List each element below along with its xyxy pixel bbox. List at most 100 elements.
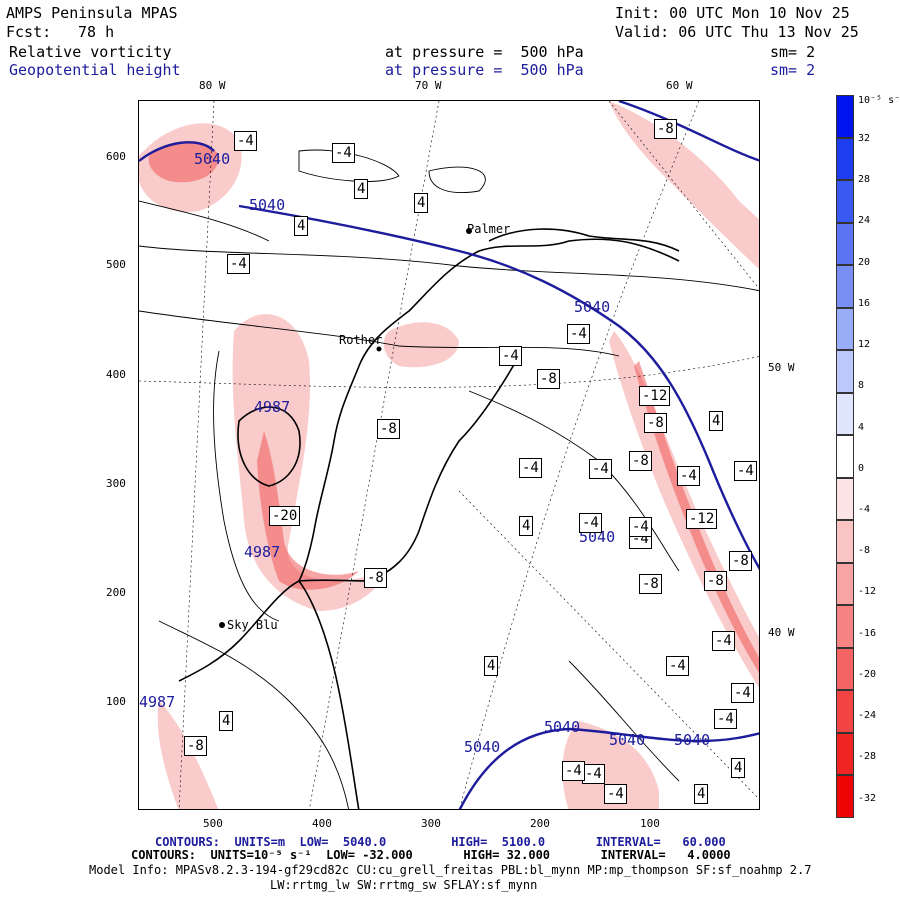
footer-physics-info: LW:rrtmg_lw SW:rrtmg_sw SFLAY:sf_mynn <box>270 878 538 892</box>
height-contours <box>139 101 759 809</box>
field1-smoothing: sm= 2 <box>770 43 816 61</box>
vorticity-label: -4 <box>712 631 735 651</box>
y-tick-100: 100 <box>106 695 126 708</box>
colorbar-cell <box>836 647 854 690</box>
colorbar-tick: 8 <box>858 380 865 392</box>
vorticity-label: -4 <box>579 513 602 533</box>
y-tick-500: 500 <box>106 258 126 271</box>
colorbar-cell <box>836 222 854 265</box>
ellsworth-coastline <box>298 580 360 809</box>
footer-vorticity-contours: CONTOURS: UNITS=10⁻⁵ s⁻¹ LOW= -32.000 HI… <box>131 848 731 862</box>
y-tick-200: 200 <box>106 586 126 599</box>
height-label: 5040 <box>464 738 501 756</box>
station-sky-blu: Sky Blu <box>227 618 278 632</box>
vorticity-label: -4 <box>629 517 652 537</box>
vorticity-label: -4 <box>562 761 585 781</box>
vorticity-label: 4 <box>731 758 746 778</box>
colorbar-tick: -32 <box>858 792 877 804</box>
vort-contour-line <box>139 200 270 242</box>
forecast-label: Fcst: <box>6 23 52 41</box>
grid-line <box>309 101 440 809</box>
colorbar-tick: 4 <box>858 421 865 433</box>
vorticity-label: -8 <box>377 419 400 439</box>
colorbar-cell <box>836 775 854 818</box>
colorbar-cell <box>836 307 854 350</box>
sky-blu-station-marker <box>219 622 225 628</box>
vorticity-label: -20 <box>269 506 301 526</box>
vort-patch-weddell <box>383 322 459 368</box>
vort-contour-line <box>428 166 486 194</box>
vorticity-label: -8 <box>729 551 752 571</box>
vorticity-label: -4 <box>519 458 542 478</box>
height-label: 5040 <box>609 731 646 749</box>
grid-line <box>458 490 759 800</box>
lon-label-80w: 80 W <box>199 79 226 92</box>
vort-patch-south <box>562 721 659 809</box>
grid-line <box>139 356 759 388</box>
coastlines <box>178 228 680 809</box>
x-tick-400: 400 <box>312 817 332 830</box>
vorticity-label: -4 <box>714 709 737 729</box>
footer-model-info: Model Info: MPASv8.2.3-194-gf29cd82c CU:… <box>89 863 812 877</box>
height-label: 5040 <box>674 731 711 749</box>
vorticity-label: 4 <box>414 193 429 213</box>
x-tick-300: 300 <box>421 817 441 830</box>
vorticity-label: -4 <box>582 764 605 784</box>
vorticity-label: -4 <box>499 346 522 366</box>
field2-smoothing: sm= 2 <box>770 61 816 79</box>
colorbar-cell <box>836 137 854 180</box>
y-tick-600: 600 <box>106 150 126 163</box>
vort-patch-peninsula-west <box>232 314 381 611</box>
vorticity-label: -4 <box>677 466 700 486</box>
vorticity-label: -12 <box>639 386 671 406</box>
lon-label-60w: 60 W <box>666 79 693 92</box>
vort-contour-line <box>213 350 280 622</box>
height-label: 5040 <box>579 528 616 546</box>
colorbar-cell <box>836 350 854 393</box>
colorbar-cell <box>836 435 854 478</box>
vort-core-east <box>634 361 759 673</box>
grid-line <box>459 101 700 809</box>
colorbar-cell <box>836 265 854 308</box>
colorbar-tick: -28 <box>858 751 877 763</box>
colorbar-tick: -4 <box>858 504 871 516</box>
height-label: 5040 <box>194 150 231 168</box>
height-label: 5040 <box>544 718 581 736</box>
vorticity-label: -8 <box>704 571 727 591</box>
colorbar-tick: -20 <box>858 668 877 680</box>
vorticity-label: -4 <box>604 784 627 804</box>
vorticity-label: 4 <box>484 656 499 676</box>
height-label: 5040 <box>249 196 286 214</box>
vorticity-shading-strong <box>148 141 759 673</box>
height-label: 4987 <box>244 543 281 561</box>
colorbar-tick: 32 <box>858 133 871 144</box>
lon-label-40w: 40 W <box>768 626 795 639</box>
x-tick-100: 100 <box>640 817 660 830</box>
vort-contour-line <box>568 660 680 782</box>
vorticity-label: -8 <box>364 568 387 588</box>
height-contour-5040-main <box>238 204 759 570</box>
vorticity-label: -4 <box>589 459 612 479</box>
vorticity-label: -8 <box>629 451 652 471</box>
colorbar-cell <box>836 520 854 563</box>
colorbar-cell <box>836 605 854 648</box>
vorticity-label: -12 <box>686 509 718 529</box>
colorbar-units: 10⁻⁵ s⁻¹ <box>858 95 900 106</box>
grid-line <box>608 101 759 289</box>
vorticity-label: 4 <box>354 179 369 199</box>
vort-contour-line <box>158 620 350 809</box>
grid-line <box>178 101 215 809</box>
station-palmer: Palmer <box>467 222 511 236</box>
y-tick-300: 300 <box>106 477 126 490</box>
lon-label-50w: 50 W <box>768 361 795 374</box>
model-title: AMPS Peninsula MPAS <box>6 4 178 22</box>
vort-core-nw <box>148 141 219 183</box>
vorticity-label: 4 <box>709 411 724 431</box>
field2-name: Geopotential height <box>9 61 181 79</box>
vorticity-label: -4 <box>731 683 754 703</box>
vorticity-label: 4 <box>219 711 234 731</box>
vorticity-label: -4 <box>227 254 250 274</box>
height-label: 5040 <box>574 298 611 316</box>
peninsula-coastline <box>298 238 680 582</box>
alexander-island-coastline <box>237 406 301 487</box>
